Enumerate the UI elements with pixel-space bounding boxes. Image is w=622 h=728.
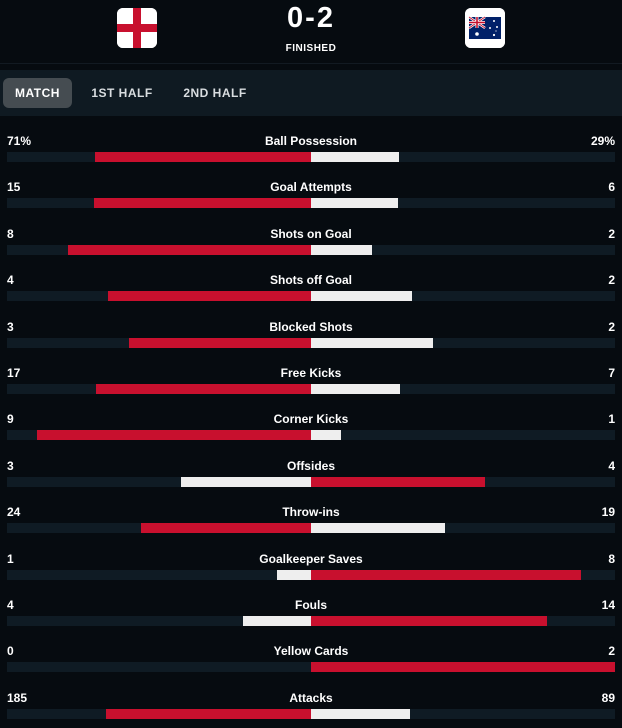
away-value: 2 (608, 226, 615, 241)
home-bar (277, 569, 311, 580)
away-value: 6 (608, 180, 615, 195)
stat-label: Attacks (289, 690, 333, 705)
stat-row-throw-ins: 24 Throw-ins 19 (0, 487, 622, 534)
away-value: 2 (608, 273, 615, 288)
stats-period-tabs: MATCH 1ST HALF 2ND HALF (0, 70, 622, 116)
home-value: 71% (7, 134, 32, 148)
home-value: 0 (7, 644, 14, 659)
away-bar (311, 569, 581, 580)
stat-label: Throw-ins (282, 505, 340, 520)
away-value: 89 (601, 690, 615, 705)
home-value: 4 (7, 273, 14, 288)
away-value: 7 (608, 366, 615, 380)
home-value: 1 (7, 551, 14, 566)
stat-label: Shots off Goal (270, 273, 352, 288)
australia-flag-icon[interactable] (465, 8, 505, 48)
stat-row-ball-possession: 71% Ball Possession 29% (0, 116, 622, 162)
away-value: 2 (608, 319, 615, 334)
stat-label: Fouls (295, 598, 327, 612)
stat-label: Yellow Cards (273, 644, 349, 659)
stat-row-shots-off-goal: 4 Shots off Goal 2 (0, 255, 622, 302)
match-status: FINISHED (285, 43, 337, 54)
home-value: 24 (7, 505, 21, 520)
away-value: 1 (608, 412, 615, 427)
away-bar (311, 244, 372, 255)
tab-1st-half[interactable]: 1ST HALF (91, 86, 153, 100)
home-bar (106, 708, 311, 719)
tab-match[interactable]: MATCH (3, 78, 72, 108)
away-bar (311, 198, 398, 209)
home-bar (181, 476, 311, 487)
stat-row-yellow-cards: 0 Yellow Cards 2 (0, 626, 622, 673)
away-bar (311, 523, 445, 534)
stat-label: Goal Attempts (270, 180, 352, 195)
england-flag-icon[interactable] (117, 8, 157, 48)
stat-row-blocked-shots: 3 Blocked Shots 2 (0, 302, 622, 348)
stat-label: Offsides (286, 458, 335, 473)
match-header: 0-2 FINISHED (0, 0, 622, 64)
home-bar (108, 291, 311, 302)
home-bar (94, 198, 311, 209)
away-value: 19 (601, 505, 615, 520)
away-bar (311, 291, 412, 302)
away-value: 2 (608, 644, 615, 659)
away-bar (311, 384, 400, 394)
home-value: 3 (7, 458, 14, 473)
home-bar (68, 244, 311, 255)
match-score: 0-2 (287, 2, 335, 34)
stat-row-free-kicks: 17 Free Kicks 7 (0, 348, 622, 394)
stat-row-attacks: 185 Attacks 89 (0, 673, 622, 719)
away-bar (311, 708, 410, 719)
away-bar (311, 152, 399, 162)
away-bar (311, 430, 341, 441)
away-bar (311, 616, 547, 626)
stat-label: Ball Possession (264, 134, 358, 148)
tab-2nd-half[interactable]: 2ND HALF (183, 86, 247, 100)
stat-row-corner-kicks: 9 Corner Kicks 1 (0, 394, 622, 441)
stat-row-fouls: 4 Fouls 14 (0, 580, 622, 626)
home-value: 8 (7, 226, 14, 241)
stat-label: Goalkeeper Saves (259, 551, 363, 566)
stat-label: Blocked Shots (269, 319, 353, 334)
stat-label: Shots on Goal (270, 226, 352, 241)
stat-row-goalkeeper-saves: 1 Goalkeeper Saves 8 (0, 534, 622, 580)
away-value: 8 (608, 551, 615, 566)
stat-row-goal-attempts: 15 Goal Attempts 6 (0, 162, 622, 209)
stat-label: Corner Kicks (273, 412, 349, 427)
home-bar (129, 337, 311, 348)
away-bar (311, 662, 615, 673)
away-value: 14 (601, 598, 615, 612)
stat-row-shots-on-goal: 8 Shots on Goal 2 (0, 209, 622, 255)
home-value: 185 (7, 690, 28, 705)
away-bar (311, 476, 485, 487)
home-value: 4 (7, 598, 14, 612)
away-bar (311, 337, 433, 348)
home-bar (95, 152, 311, 162)
home-value: 3 (7, 319, 14, 334)
away-value: 29% (590, 134, 615, 148)
home-bar (37, 430, 311, 441)
home-bar (141, 523, 311, 534)
home-value: 15 (7, 180, 21, 195)
home-value: 17 (7, 366, 21, 380)
away-value: 4 (608, 458, 615, 473)
stat-label: Free Kicks (280, 366, 342, 380)
home-value: 9 (7, 412, 14, 427)
home-bar (243, 616, 311, 626)
home-bar (96, 384, 311, 394)
stat-row-offsides: 3 Offsides 4 (0, 441, 622, 487)
